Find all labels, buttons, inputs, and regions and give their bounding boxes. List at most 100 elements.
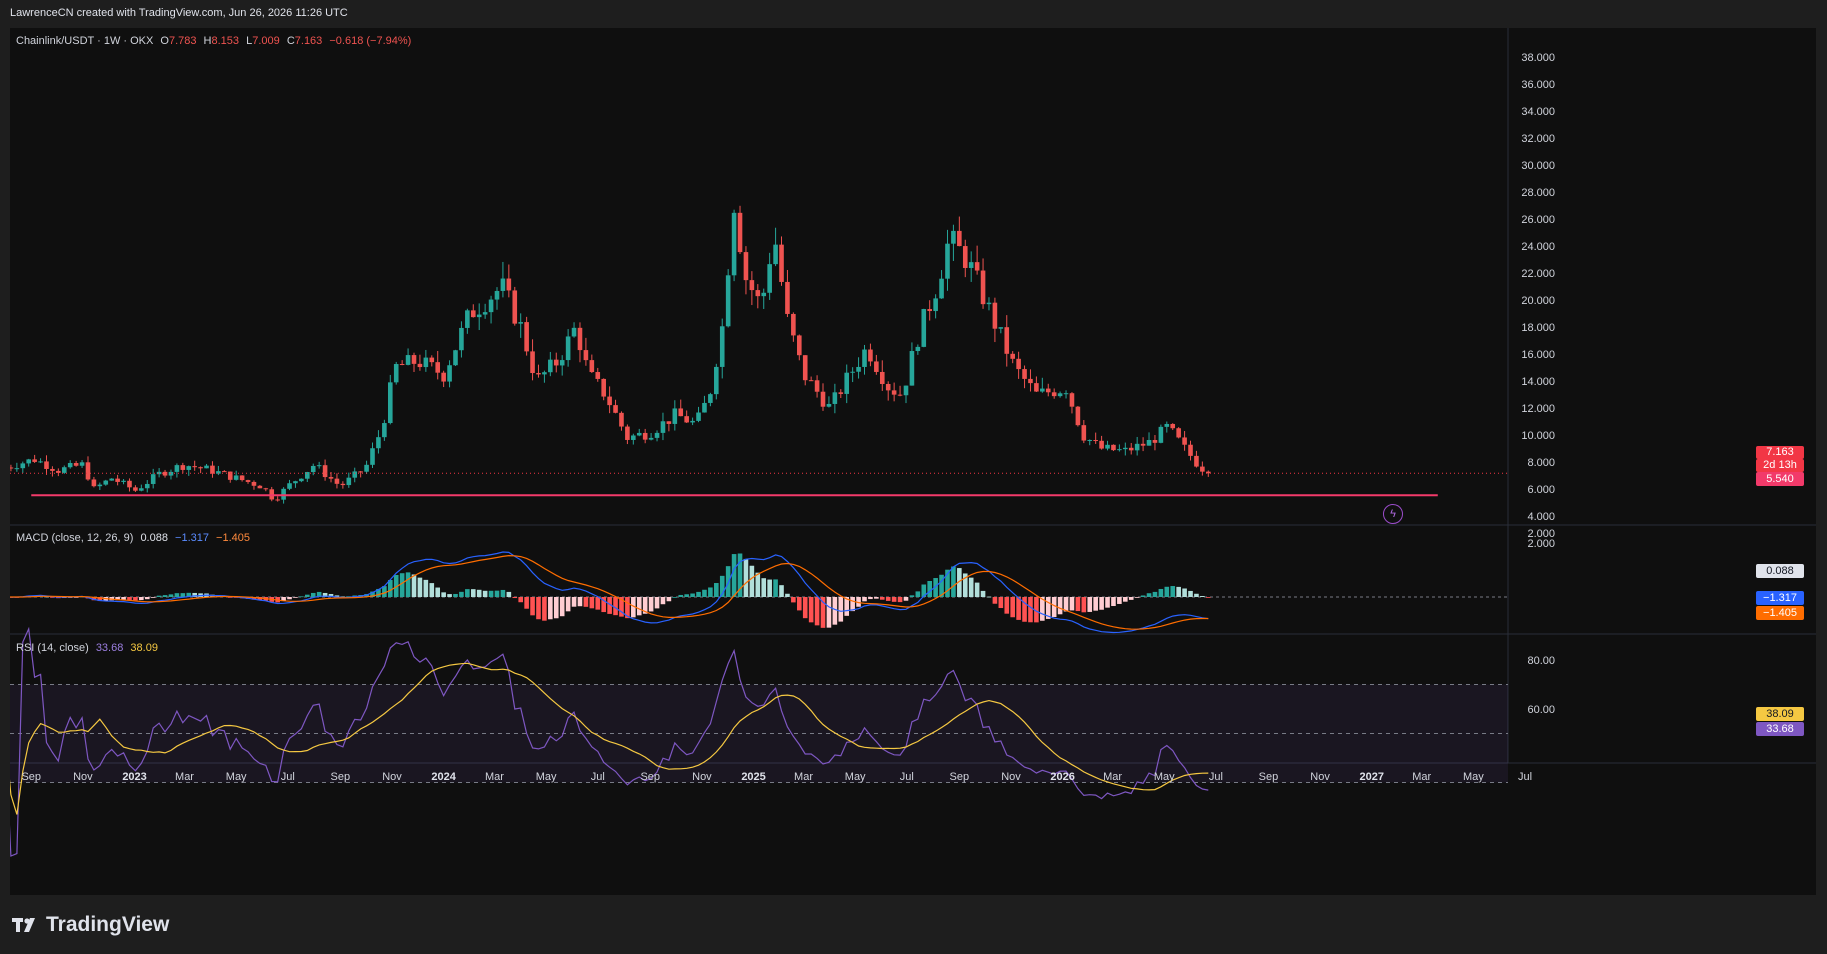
candle-body	[619, 412, 624, 427]
macd-bar	[725, 566, 731, 597]
candle-body	[275, 499, 280, 501]
candle-body	[14, 468, 20, 470]
rsi-line	[4, 626, 1209, 857]
price-tick-label: 20.000	[1521, 295, 1555, 307]
macd-bar	[808, 597, 814, 623]
candle-body	[1075, 406, 1081, 426]
macd-bar	[1188, 590, 1193, 597]
macd-legend[interactable]: MACD (close, 12, 26, 9) 0.088 −1.317 −1.…	[16, 532, 254, 544]
candle-body	[1128, 447, 1134, 451]
candle-body	[565, 336, 571, 361]
time-tick-label: Mar	[485, 771, 504, 783]
macd-line-value: −1.317	[175, 532, 209, 544]
macd-bar	[1034, 597, 1039, 623]
macd-bar	[968, 577, 974, 597]
candle-body	[719, 326, 725, 367]
macd-bar	[376, 588, 381, 597]
candle-body	[8, 467, 14, 469]
chart-canvas[interactable]: 38.000 36.000 34.000 32.000 30.000 28.000 26.0…	[2, 28, 1816, 895]
macd-bar	[1051, 597, 1057, 618]
rsi-legend[interactable]: RSI (14, close) 33.68 38.09	[16, 642, 162, 654]
candle-body	[316, 465, 322, 467]
time-tick-label: 2023	[122, 771, 146, 783]
candle-body	[156, 471, 162, 475]
countdown-label: 2d 13h	[1756, 459, 1804, 472]
candle-body	[387, 382, 393, 424]
macd-histogram-group	[2, 553, 1211, 628]
candle-body	[648, 437, 654, 440]
candle-body	[879, 371, 885, 384]
support-price-label: 5.540	[1756, 472, 1804, 486]
candle-body	[820, 391, 826, 407]
low-label: L	[246, 35, 253, 47]
macd-bar	[1111, 597, 1116, 607]
candle-body	[684, 416, 689, 423]
candle-body	[1099, 440, 1104, 449]
chart-credit: LawrenceCN created with TradingView.com,…	[10, 7, 348, 19]
lightning-icon[interactable]: ϟ	[1383, 504, 1403, 524]
symbol-legend[interactable]: Chainlink/USDT · 1W · OKX O7.783 H8.153 …	[16, 35, 415, 47]
time-tick-label: 2026	[1050, 771, 1074, 783]
candle-body	[767, 264, 772, 293]
candle-body	[791, 313, 796, 336]
candle-body	[470, 310, 476, 318]
candle-body	[139, 488, 144, 491]
macd-bar	[743, 558, 749, 597]
candle-body	[67, 463, 73, 468]
time-tick-label: Sep	[21, 771, 41, 783]
rsi-value: 33.68	[95, 642, 124, 654]
macd-bar	[115, 597, 120, 601]
candle-body	[144, 483, 150, 489]
candle-body	[429, 357, 435, 363]
candle-body	[607, 396, 612, 406]
price-tick-label: 24.000	[1521, 241, 1555, 253]
rsi-label: 33.68	[1756, 722, 1804, 736]
macd-bar	[933, 578, 938, 597]
candle-body	[459, 327, 464, 351]
candle-body	[524, 322, 529, 352]
macd-bar	[1016, 597, 1021, 620]
time-tick-label: Mar	[794, 771, 813, 783]
candle-body	[856, 366, 861, 372]
candle-body	[346, 477, 352, 486]
candle-body	[204, 465, 209, 469]
macd-bar	[91, 597, 97, 601]
candle-body	[1146, 439, 1152, 446]
tradingview-logo[interactable]: TradingView	[12, 913, 169, 937]
macd-bar	[476, 589, 482, 597]
candle-body	[796, 335, 802, 356]
candle-body	[885, 383, 891, 391]
candle-body	[263, 488, 269, 490]
rsi-tick-label: 60.00	[1527, 704, 1555, 716]
macd-bar	[731, 554, 737, 597]
macd-bar	[139, 597, 144, 601]
price-tick-label: 30.000	[1521, 160, 1555, 172]
price-tick-label: 8.000	[1527, 457, 1555, 469]
macd-bar	[583, 597, 589, 607]
time-tick-label: Sep	[640, 771, 660, 783]
candle-body	[642, 432, 648, 440]
macd-bar	[465, 589, 470, 597]
macd-bar	[435, 587, 441, 597]
candle-body	[405, 355, 411, 365]
macd-bar	[962, 573, 968, 597]
macd-signal-label: −1.405	[1756, 606, 1804, 620]
candle-body	[785, 281, 790, 314]
macd-bar	[1063, 597, 1069, 612]
candle-body	[1004, 327, 1010, 354]
tradingview-brand: TradingView	[46, 913, 170, 936]
candle-body	[227, 471, 233, 480]
candle-body	[382, 423, 387, 438]
candle-body	[1040, 388, 1045, 392]
macd-bar	[399, 573, 405, 597]
rsi-name: RSI (14, close)	[16, 642, 89, 654]
time-tick-label: 2025	[741, 771, 765, 783]
macd-bar	[1081, 597, 1087, 613]
candle-body	[180, 465, 186, 470]
candle-body	[465, 310, 470, 328]
candle-body	[992, 302, 998, 329]
macd-bar	[862, 597, 867, 602]
macd-bar	[97, 597, 103, 602]
candle-body	[589, 360, 595, 373]
macd-bar	[150, 597, 156, 598]
